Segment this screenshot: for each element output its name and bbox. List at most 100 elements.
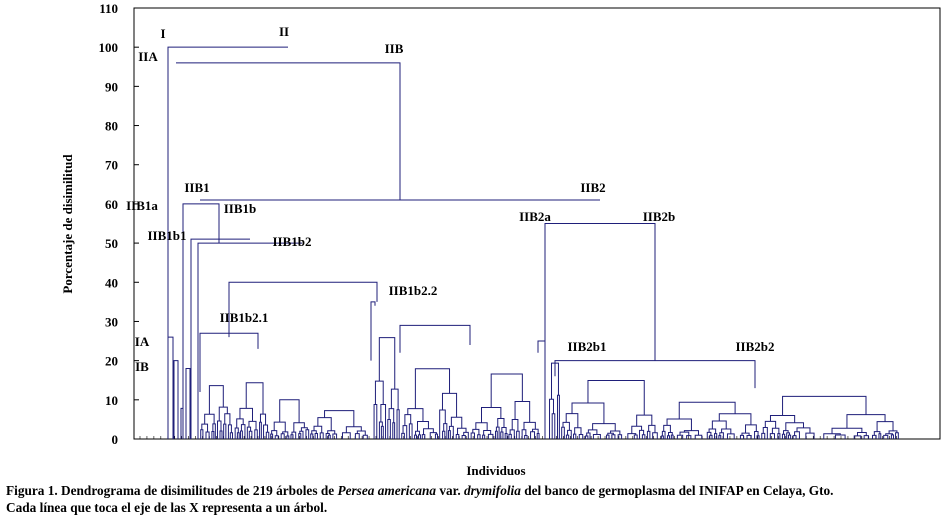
dendrogram-link (726, 433, 735, 439)
figure-caption-line-1: Figura 1. Dendrograma de disimilitudes d… (6, 482, 946, 499)
dendrogram-link (373, 403, 378, 439)
y-tick-label: 60 (105, 197, 118, 212)
y-axis-title: Porcentaje de disimilitud (60, 154, 75, 294)
dendrogram-link (441, 392, 458, 418)
dendrogram-link (883, 434, 889, 439)
cluster-label: IB (135, 359, 149, 374)
cluster-label: IIB2b1 (567, 339, 606, 354)
x-axis-title: Individuos (466, 463, 525, 478)
dendrogram-link (228, 281, 378, 338)
cluster-label: I (160, 26, 165, 41)
dendrogram-link (167, 46, 288, 338)
figure-caption-line-2: Cada línea que toca el eje de las X repr… (6, 500, 328, 515)
y-axis: 0 10 20 30 40 50 60 70 80 90 100 110 (99, 1, 897, 447)
dendrogram-link (416, 420, 429, 432)
dendrogram-link (709, 434, 713, 439)
dendrogram-link (370, 301, 376, 361)
dendrogram-link (718, 435, 722, 439)
dendrogram-link (718, 413, 752, 425)
dendrogram-link (787, 434, 792, 439)
dendrogram-link (310, 433, 314, 439)
cluster-label: IIB (385, 41, 404, 56)
dendrogram-link (299, 430, 304, 439)
y-tick-label: 70 (105, 158, 118, 173)
dendrogram-link (676, 434, 684, 439)
y-tick-label: 40 (105, 275, 118, 290)
caption-suffix: del banco de germoplasma del INIFAP en C… (520, 483, 834, 498)
dendrogram-link (356, 430, 366, 436)
dendrogram-link (434, 433, 438, 439)
dendrogram-link (279, 399, 300, 423)
dendrogram-link (554, 360, 756, 389)
dendrogram-link (319, 432, 324, 439)
cluster-label: IIB2 (580, 180, 605, 195)
dendrogram-link (461, 435, 466, 439)
dendrogram-link (557, 394, 560, 439)
dendrogram-link (524, 435, 528, 439)
dendrogram-link (516, 430, 520, 439)
dendrogram-link (455, 433, 460, 439)
dendrogram-link (777, 433, 781, 439)
dendrogram-link (380, 425, 384, 439)
dendrogram-link (185, 367, 191, 439)
dendrogram-link (497, 417, 505, 428)
cluster-label: IIA (138, 49, 158, 64)
dendrogram-link (714, 433, 718, 439)
cluster-label: IIB1b2 (272, 234, 311, 249)
dendrogram-link (769, 433, 775, 439)
cluster-label: II (279, 24, 289, 39)
dendrogram-link (176, 62, 401, 200)
dendrogram-link (551, 413, 556, 439)
dendrogram-link (578, 433, 584, 439)
dendrogram-link (500, 431, 504, 439)
y-tick-label: 90 (105, 79, 118, 94)
dendrogram-link (472, 428, 480, 435)
dendrogram-link (708, 428, 717, 434)
caption-var: var. (436, 483, 465, 498)
dendrogram-link (536, 432, 540, 439)
dendrogram-link (470, 432, 475, 439)
dendrogram-link (327, 434, 331, 439)
dendrogram-link (414, 434, 418, 439)
dendrogram-link (388, 408, 395, 423)
cluster-label: IIB1b (224, 201, 257, 216)
dendrogram-link (314, 433, 318, 439)
dendrogram-link (890, 434, 894, 439)
dendrogram-link (678, 401, 736, 420)
dendrogram-link (739, 434, 745, 439)
y-tick-label: 10 (105, 393, 118, 408)
dendrogram-link (761, 432, 766, 439)
dendrogram-link (208, 385, 224, 415)
dendrogram-link (354, 433, 360, 439)
dendrogram-link (224, 413, 231, 425)
dendrogram-link (423, 428, 434, 435)
dendrogram-link (781, 433, 786, 439)
y-tick-label: 50 (105, 236, 118, 251)
dendrogram-link (457, 427, 467, 435)
dendrogram-link (895, 432, 899, 439)
cluster-label: IIB2b2 (735, 339, 774, 354)
dendrogram-link (254, 429, 258, 439)
dendrogram-link (636, 414, 653, 427)
dendrogram-link (805, 432, 815, 439)
dendrogram-link (332, 433, 338, 439)
dendrogram-link (482, 434, 486, 439)
dendrogram-link (477, 434, 481, 439)
cluster-label: IIB2a (519, 209, 551, 224)
dendrogram-link (504, 432, 508, 439)
dendrogram-link (670, 434, 674, 439)
cluster-label: IA (135, 334, 150, 349)
y-tick-label: 110 (99, 1, 118, 16)
dendrogram-link (448, 430, 451, 439)
dendrogram-link (878, 433, 882, 439)
dendrogram-link (248, 420, 257, 430)
dendrogram-link (561, 426, 565, 439)
dendrogram-link (544, 223, 656, 361)
dendrogram-link (785, 422, 804, 431)
dendrogram-link (200, 429, 204, 439)
dendrogram-link (205, 431, 210, 439)
dendrogram-link (173, 360, 179, 439)
dendrogram-link (633, 434, 638, 439)
